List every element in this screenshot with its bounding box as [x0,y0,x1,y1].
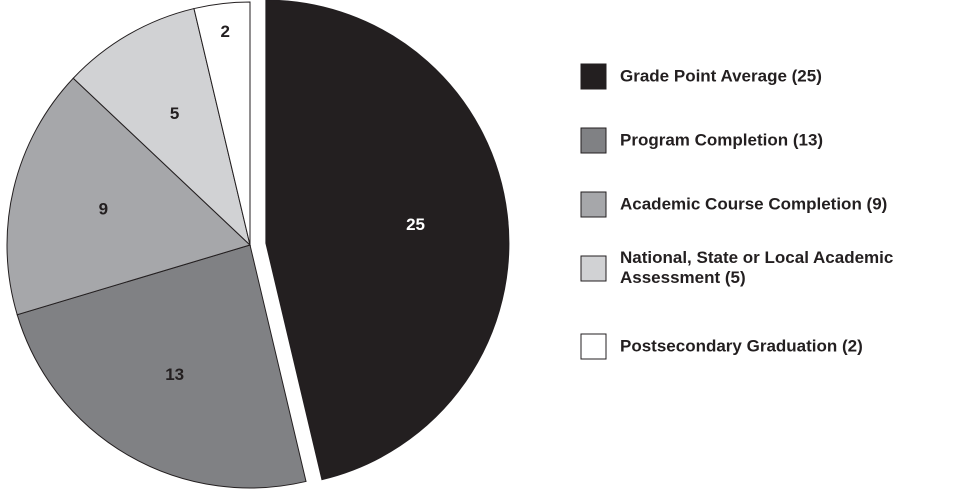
slice-label: 2 [220,22,229,41]
pie-slice [72,7,251,247]
pie-slice [6,77,251,316]
legend-line: Assessment (5) [620,268,746,287]
slice-label: 5 [170,104,179,123]
legend-item: Program Completion (13) [580,127,823,154]
legend-item: Academic Course Completion (9) [580,191,887,218]
legend-swatch [580,63,607,90]
pie-slice [193,1,251,246]
legend-swatch [580,127,607,154]
legend-label: Grade Point Average (25) [620,66,822,85]
legend-swatch [580,333,607,360]
legend-line: National, State or Local Academic [620,248,893,267]
legend-item: National, State or Local Academic Assessm… [580,248,893,287]
pie-slice [265,0,510,481]
legend-label: National, State or Local Academic Assessm… [620,248,893,287]
legend-swatch [580,255,607,282]
slice-label: 25 [406,215,425,234]
legend-label: Postsecondary Graduation (2) [620,336,863,355]
slice-label: 9 [99,200,108,219]
legend-label: Academic Course Completion (9) [620,194,887,213]
legend-item: Grade Point Average (25) [580,63,822,90]
legend-label: Program Completion (13) [620,130,823,149]
slice-label: 13 [165,365,184,384]
legend-swatch [580,191,607,218]
pie-slice [16,244,307,489]
legend-item: Postsecondary Graduation (2) [580,333,863,360]
